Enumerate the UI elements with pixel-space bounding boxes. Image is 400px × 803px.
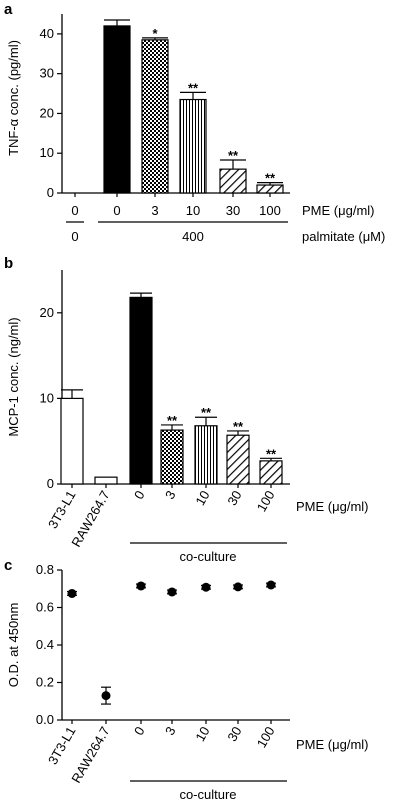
- ylabel-b: MCP-1 conc. (ng/ml): [6, 317, 21, 436]
- y-tick-label-a: 40: [40, 26, 54, 41]
- x-tick-label-c: 30: [224, 724, 244, 744]
- y-tick-label-a: 30: [40, 66, 54, 81]
- bar-a-2: [141, 39, 169, 194]
- significance-a: *: [152, 26, 158, 41]
- y-tick-label-b: 20: [40, 305, 54, 320]
- bar-a-5: [256, 184, 284, 194]
- ylabel-a: TNF-α conc. (pg/ml): [6, 40, 21, 156]
- significance-a: **: [265, 171, 276, 186]
- y-tick-label-c: 0.6: [36, 600, 54, 615]
- y-ticks-c: 0.0 0.2 0.4 0.6 0.8: [36, 562, 290, 727]
- bar-b-6: [259, 460, 283, 485]
- y-tick-label-c: 0.0: [36, 712, 54, 727]
- bar-a-1: [103, 25, 131, 194]
- x-tick-label-a: 3: [151, 203, 158, 218]
- ylabel-c: O.D. at 450nm: [6, 603, 21, 688]
- x-tick-label-c: 100: [254, 724, 278, 750]
- x-row1-label-c: PME (μg/ml): [296, 737, 369, 752]
- bar-a-3: [179, 98, 207, 194]
- significance-b: **: [233, 419, 244, 434]
- panel-label-a: a: [4, 1, 13, 18]
- x-row2-label-a: palmitate (μM): [302, 229, 385, 244]
- row2-value-400: 400: [182, 229, 204, 244]
- point-c-2: [136, 581, 146, 591]
- significance-b: **: [167, 413, 178, 428]
- bars-b: ** ** ** **: [60, 292, 283, 485]
- bar-b-4: [194, 425, 218, 485]
- y-tick-label-b: 0: [47, 476, 54, 491]
- x-tick-label-a: 30: [226, 203, 240, 218]
- x-tick-label-b: 10: [192, 488, 212, 508]
- x-tick-label-c: 3: [162, 724, 179, 738]
- bar-b-2: [129, 296, 153, 485]
- x-row1-label-b: PME (μg/ml): [296, 499, 369, 514]
- panel-label-b: b: [4, 255, 13, 272]
- panel-label-c: c: [4, 557, 12, 574]
- x-tick-label-a: 0: [71, 203, 78, 218]
- y-ticks-a: 0 10 20 30 40: [40, 14, 290, 200]
- x-tick-label-c: 0: [131, 724, 148, 738]
- points-c: [67, 580, 276, 705]
- bar-b-0: [60, 397, 84, 485]
- point-c-0: [67, 588, 77, 598]
- x-tick-label-b: 30: [224, 488, 244, 508]
- y-tick-label-a: 10: [40, 145, 54, 160]
- significance-a: **: [228, 148, 239, 163]
- y-tick-label-c: 0.8: [36, 562, 54, 577]
- group-label-c: co-culture: [179, 787, 236, 802]
- x-tick-label-a: 0: [113, 203, 120, 218]
- x-tick-label-c: 10: [192, 724, 212, 744]
- x-tick-label-a: 10: [186, 203, 200, 218]
- significance-a: **: [188, 80, 199, 95]
- point-c-3: [167, 587, 177, 597]
- bars-a: *******: [103, 19, 284, 194]
- x-tick-label-b: 3T3-L1: [45, 488, 79, 531]
- x-tick-label-b: 100: [254, 488, 278, 514]
- group-label-b: co-culture: [179, 549, 236, 564]
- y-tick-label-b: 10: [40, 390, 54, 405]
- x-tick-label-b: 0: [131, 488, 148, 502]
- bar-b-5: [226, 434, 250, 485]
- panel-c: c O.D. at 450nm 0.00.20.40.60.8 3T3-L1RA…: [4, 557, 369, 802]
- x-row1-label-a: PME (μg/ml): [302, 203, 375, 218]
- x-tick-label-c: 3T3-L1: [45, 724, 79, 767]
- y-tick-label-c: 0.4: [36, 637, 54, 652]
- bar-b-3: [160, 429, 184, 485]
- x-ticks-a: 0 0 3 10 30 100: [71, 193, 281, 218]
- point-c-6: [266, 580, 276, 590]
- point-c-1: [101, 691, 111, 701]
- significance-b: **: [201, 405, 212, 420]
- point-c-4: [201, 582, 211, 592]
- panel-b: b MCP-1 conc. (ng/ml) 0 10 20 ** ** ** ** 3T3…: [4, 255, 369, 564]
- y-tick-label-a: 20: [40, 105, 54, 120]
- bar-b-1: [94, 476, 118, 485]
- y-tick-label-c: 0.2: [36, 675, 54, 690]
- row2-value-0: 0: [71, 229, 78, 244]
- y-tick-label-a: 0: [47, 185, 54, 200]
- bar-a-4: [219, 168, 247, 194]
- point-c-5: [233, 582, 243, 592]
- x-tick-label-b: 3: [162, 488, 179, 502]
- x-tick-label-a: 100: [259, 203, 281, 218]
- significance-b: **: [266, 446, 277, 461]
